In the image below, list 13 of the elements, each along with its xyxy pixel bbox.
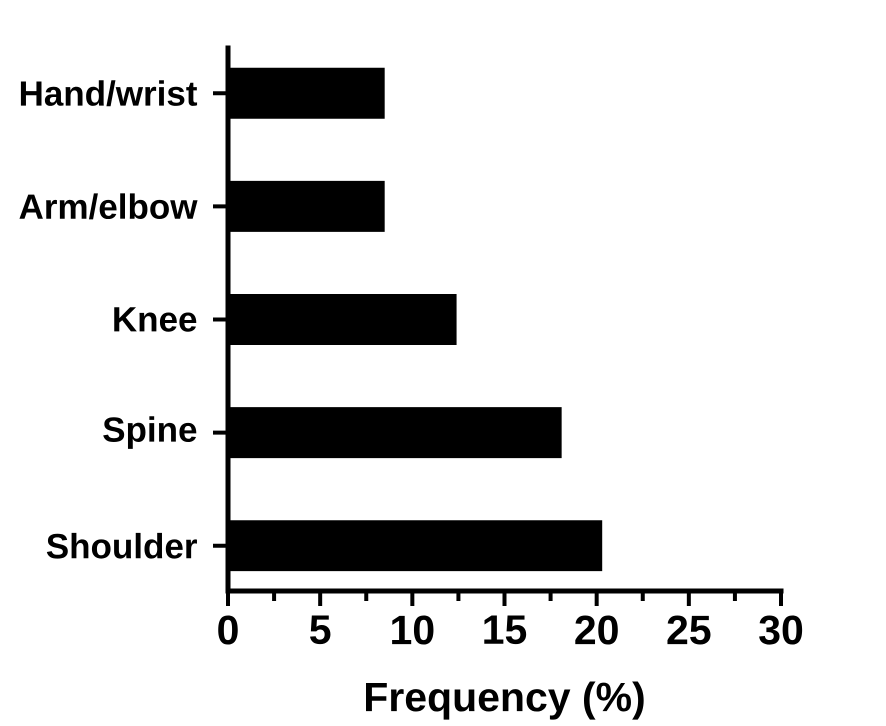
x-tick-label: 0 — [218, 616, 238, 645]
x-tick-label: 10 — [392, 616, 434, 645]
y-tick-label: Shoulder — [46, 532, 197, 559]
x-axis-title: Frequency (%) — [366, 681, 644, 720]
x-tick-label: 15 — [484, 616, 526, 644]
x-tick-label: 25 — [667, 616, 710, 645]
y-tick-label: Hand/wrist — [20, 80, 198, 106]
x-tick-label: 30 — [759, 616, 802, 645]
x-tick-label: 5 — [310, 616, 330, 644]
y-tick-label: Arm/elbow — [19, 193, 198, 220]
x-tick-label: 20 — [575, 616, 618, 645]
y-tick-label: Spine — [103, 416, 196, 449]
y-tick-label: Knee — [114, 307, 196, 332]
